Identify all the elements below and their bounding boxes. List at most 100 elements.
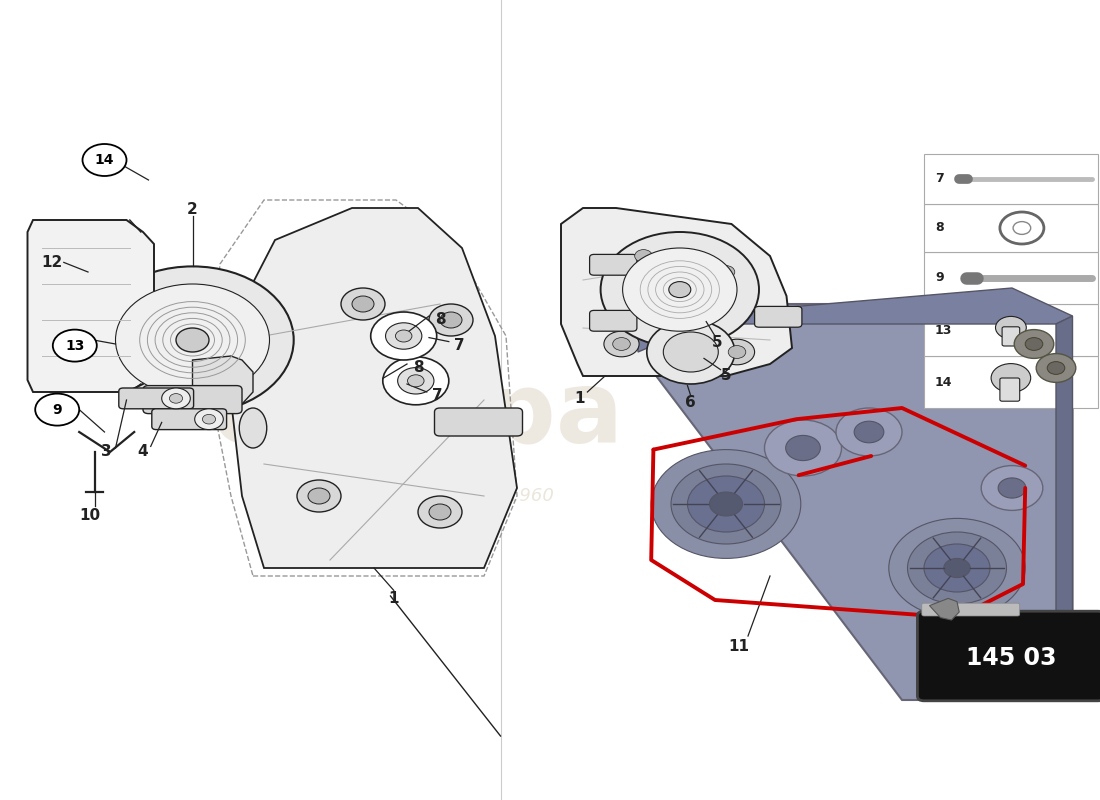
Text: 8: 8 — [935, 222, 944, 234]
Circle shape — [924, 544, 990, 592]
Circle shape — [35, 394, 79, 426]
Text: 11: 11 — [728, 639, 750, 654]
FancyBboxPatch shape — [434, 408, 522, 436]
Circle shape — [398, 367, 433, 394]
Circle shape — [162, 388, 190, 409]
Circle shape — [854, 421, 884, 443]
Circle shape — [195, 409, 223, 430]
Circle shape — [1013, 222, 1031, 234]
FancyBboxPatch shape — [1002, 326, 1020, 346]
Text: 7: 7 — [432, 389, 443, 403]
FancyBboxPatch shape — [924, 356, 1098, 408]
Circle shape — [651, 450, 801, 558]
FancyBboxPatch shape — [924, 154, 1098, 204]
Circle shape — [613, 338, 630, 350]
Circle shape — [944, 558, 970, 578]
Text: 14: 14 — [95, 153, 114, 167]
Text: 10: 10 — [79, 509, 101, 523]
Circle shape — [116, 284, 270, 396]
Circle shape — [371, 312, 437, 360]
FancyBboxPatch shape — [590, 254, 637, 275]
Circle shape — [91, 266, 294, 414]
Circle shape — [429, 504, 451, 520]
Circle shape — [1036, 354, 1076, 382]
Circle shape — [601, 232, 759, 347]
Circle shape — [53, 330, 97, 362]
Text: 12: 12 — [41, 255, 63, 270]
Circle shape — [717, 266, 735, 278]
FancyBboxPatch shape — [590, 310, 637, 331]
Text: 9: 9 — [53, 402, 62, 417]
Text: 5: 5 — [720, 369, 732, 383]
FancyBboxPatch shape — [152, 409, 227, 430]
Circle shape — [981, 466, 1043, 510]
Circle shape — [202, 414, 216, 424]
Circle shape — [176, 328, 209, 352]
Text: 3: 3 — [101, 445, 112, 459]
Circle shape — [1014, 330, 1054, 358]
Circle shape — [418, 496, 462, 528]
Circle shape — [996, 316, 1026, 338]
Text: 1: 1 — [388, 591, 399, 606]
Text: 13: 13 — [935, 323, 953, 337]
Circle shape — [297, 480, 341, 512]
Circle shape — [764, 420, 842, 476]
Circle shape — [1025, 338, 1043, 350]
Circle shape — [1000, 212, 1044, 244]
Text: 7: 7 — [454, 338, 465, 353]
FancyBboxPatch shape — [1000, 378, 1020, 402]
Polygon shape — [192, 356, 253, 410]
FancyBboxPatch shape — [917, 611, 1100, 701]
Text: 9: 9 — [935, 271, 944, 285]
FancyBboxPatch shape — [924, 304, 1098, 356]
Circle shape — [383, 357, 449, 405]
Text: 8: 8 — [412, 361, 424, 375]
Polygon shape — [638, 288, 1072, 352]
Circle shape — [440, 312, 462, 328]
FancyBboxPatch shape — [119, 388, 194, 409]
FancyBboxPatch shape — [924, 252, 1098, 304]
Text: 145 03: 145 03 — [966, 646, 1056, 670]
Circle shape — [998, 478, 1026, 498]
Text: 4: 4 — [138, 445, 148, 459]
Polygon shape — [1056, 316, 1072, 700]
Text: 13: 13 — [65, 338, 85, 353]
Polygon shape — [231, 208, 517, 568]
Circle shape — [647, 320, 735, 384]
Circle shape — [169, 394, 183, 403]
Circle shape — [308, 488, 330, 504]
Circle shape — [728, 346, 746, 358]
Circle shape — [82, 144, 126, 176]
Circle shape — [908, 532, 1007, 604]
Polygon shape — [561, 208, 792, 376]
Circle shape — [385, 323, 421, 349]
Circle shape — [626, 243, 661, 269]
Circle shape — [889, 518, 1025, 618]
Polygon shape — [930, 598, 959, 620]
Text: 6: 6 — [685, 395, 696, 410]
Text: 2: 2 — [187, 202, 198, 217]
Circle shape — [671, 464, 781, 544]
Circle shape — [708, 259, 744, 285]
Text: 14: 14 — [935, 375, 953, 389]
Circle shape — [1047, 362, 1065, 374]
Ellipse shape — [240, 408, 266, 448]
Text: a passion for parts since 1960: a passion for parts since 1960 — [282, 487, 554, 505]
Circle shape — [719, 339, 755, 365]
Circle shape — [635, 250, 652, 262]
Circle shape — [352, 296, 374, 312]
Circle shape — [623, 248, 737, 331]
Circle shape — [341, 288, 385, 320]
Text: 7: 7 — [935, 172, 944, 186]
Polygon shape — [28, 220, 154, 392]
Text: 5: 5 — [712, 335, 723, 350]
FancyBboxPatch shape — [924, 204, 1098, 252]
FancyBboxPatch shape — [143, 386, 242, 414]
Circle shape — [604, 331, 639, 357]
Circle shape — [836, 408, 902, 456]
FancyBboxPatch shape — [922, 603, 1020, 616]
Text: 8: 8 — [434, 313, 446, 327]
Circle shape — [663, 332, 718, 372]
Circle shape — [669, 282, 691, 298]
Polygon shape — [638, 304, 1072, 700]
